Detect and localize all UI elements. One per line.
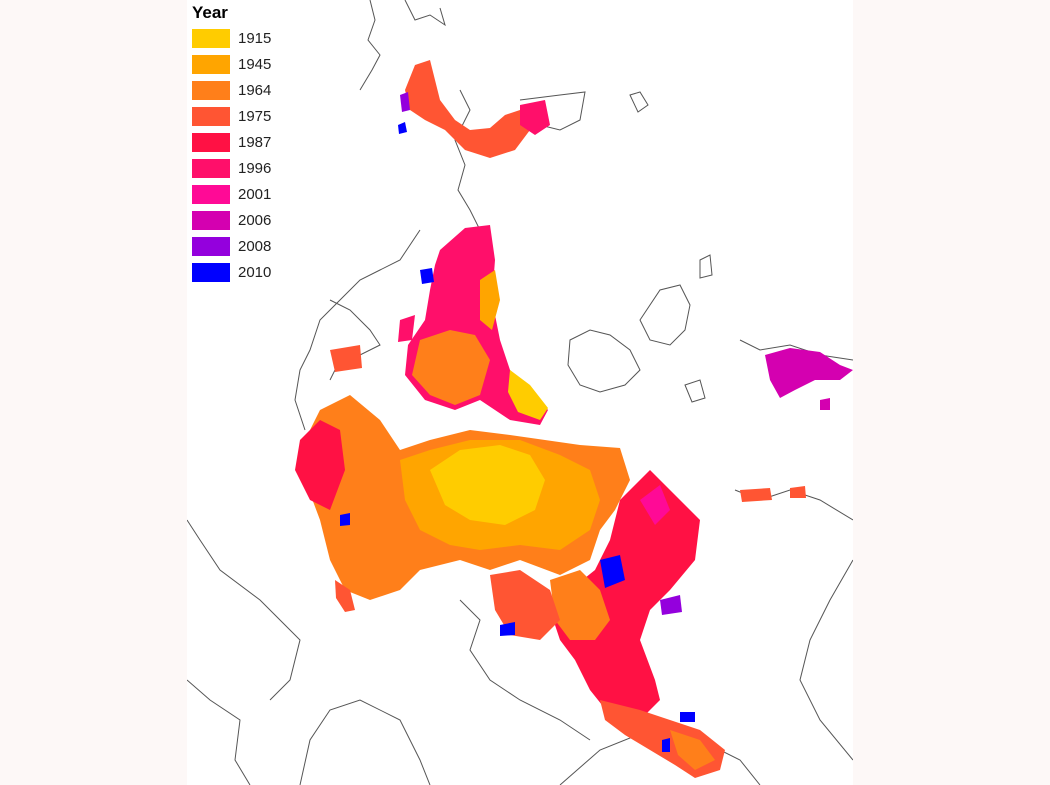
urban-peninsula-west — [398, 315, 415, 342]
urban-north-strip-recent — [520, 100, 550, 135]
legend-swatch — [192, 236, 230, 256]
legend-swatch — [192, 28, 230, 48]
legend-item: 1996 — [192, 155, 312, 181]
legend-label: 1987 — [238, 133, 272, 151]
legend-item: 1945 — [192, 51, 312, 77]
coastline-north-east — [519, 91, 586, 131]
urban-west-1987 — [295, 420, 345, 510]
island-east — [639, 284, 691, 346]
island-small-3 — [684, 379, 706, 403]
urban-southwest-2010 — [500, 622, 515, 636]
coastline-southwest — [187, 519, 301, 701]
legend-item: 1915 — [192, 25, 312, 51]
legend-item: 2010 — [192, 259, 312, 285]
urban-east-2010 — [600, 555, 625, 588]
urban-east-peninsula — [765, 348, 853, 398]
legend-item: 2006 — [192, 207, 312, 233]
legend-label: 2006 — [238, 211, 272, 229]
legend-label: 1975 — [238, 107, 272, 125]
urban-east-peninsula-tip — [820, 398, 830, 410]
urban-south-1964 — [670, 730, 715, 770]
urban-harbour-west — [330, 345, 362, 372]
legend-item: 1987 — [192, 129, 312, 155]
coastline-west-inlet — [294, 229, 421, 431]
coastline-south-bay — [299, 699, 431, 785]
legend-title: Year — [192, 3, 228, 22]
coastline-northwest — [359, 0, 381, 91]
legend-label: 1915 — [238, 29, 272, 47]
urban-north-2010 — [398, 122, 407, 134]
map-legend: Year 1915 1945 1964 1975 1987 1996 2001 2006 200… — [192, 3, 312, 285]
coastline-north-peninsula — [454, 89, 481, 251]
legend-label: 2001 — [238, 185, 272, 203]
legend-label: 1945 — [238, 55, 272, 73]
legend-swatch — [192, 80, 230, 100]
urban-east-2008 — [660, 595, 682, 615]
coastline-east-lower — [799, 559, 853, 761]
urban-peninsula-2010 — [420, 268, 434, 284]
urban-north-strip — [405, 60, 530, 158]
legend-swatch — [192, 158, 230, 178]
island-small-2 — [699, 254, 713, 279]
urban-south-tail — [600, 700, 725, 778]
legend-items: 1915 1945 1964 1975 1987 1996 2001 2006 2008 2010 — [192, 25, 312, 285]
urban-southwest-arm — [490, 570, 560, 640]
urban-east-shore-patch — [740, 488, 772, 502]
legend-item: 1975 — [192, 103, 312, 129]
coastline — [187, 0, 853, 785]
urban-south-2010 — [680, 712, 695, 722]
legend-swatch — [192, 106, 230, 126]
urban-central-1915 — [430, 445, 545, 525]
urban-areas — [295, 60, 853, 778]
urban-peninsula-1964 — [412, 330, 490, 405]
urban-south-2010b — [662, 738, 670, 752]
legend-item: 2001 — [192, 181, 312, 207]
urban-east-2001 — [640, 485, 670, 525]
coastline-east-peninsula — [739, 339, 853, 361]
urban-west-2010 — [340, 513, 350, 526]
urban-east-1987 — [550, 470, 700, 720]
legend-label: 2010 — [238, 263, 272, 281]
legend-label: 2008 — [238, 237, 272, 255]
urban-east-shore-patch2 — [790, 486, 806, 498]
legend-item: 2008 — [192, 233, 312, 259]
urban-north-2008 — [400, 92, 410, 112]
legend-label: 1996 — [238, 159, 272, 177]
urban-peninsula-1945 — [480, 270, 500, 330]
coastline-south-inlet — [187, 679, 251, 785]
legend-item: 1964 — [192, 77, 312, 103]
legend-swatch — [192, 184, 230, 204]
legend-swatch — [192, 54, 230, 74]
island-central — [567, 329, 641, 393]
urban-east-1964 — [550, 570, 610, 640]
legend-swatch — [192, 132, 230, 152]
legend-swatch — [192, 210, 230, 230]
island-small-1 — [629, 91, 649, 113]
urban-southwest-tail — [335, 580, 355, 612]
urban-peninsula-1915 — [508, 370, 548, 420]
coastline-north — [404, 0, 446, 27]
coastline-south-harbour — [459, 599, 591, 741]
legend-label: 1964 — [238, 81, 272, 99]
legend-swatch — [192, 262, 230, 282]
